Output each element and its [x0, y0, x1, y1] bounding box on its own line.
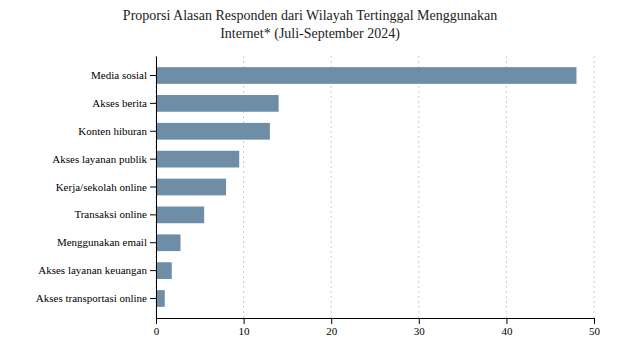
x-tick-label: 10	[239, 325, 251, 337]
x-tick: 10	[239, 318, 251, 337]
bar	[156, 262, 172, 279]
bar	[156, 95, 279, 112]
y-tick: Kerja/sekolah online	[56, 181, 156, 193]
y-tick-mark	[150, 75, 156, 76]
plot-area: 01020304050Akses transportasi onlineAkse…	[36, 56, 601, 337]
y-tick-mark	[150, 214, 156, 215]
y-tick: Transaksi online	[74, 208, 156, 220]
bar	[156, 207, 204, 224]
x-tick-label: 0	[154, 325, 160, 337]
x-tick-mark	[331, 318, 332, 324]
bar	[156, 290, 165, 307]
x-tick-mark	[506, 318, 507, 324]
y-tick: Konten hiburan	[78, 125, 156, 137]
x-tick: 50	[589, 318, 601, 337]
y-tick-label: Akses layanan keuangan	[38, 264, 147, 276]
grid-line	[506, 56, 507, 318]
x-tick-mark	[156, 318, 157, 324]
y-tick-label: Kerja/sekolah online	[56, 181, 147, 193]
bar	[156, 151, 239, 168]
x-tick-label: 30	[414, 325, 426, 337]
title: Proporsi Alasan Responden dari Wilayah T…	[123, 8, 497, 42]
x-tick-mark	[594, 318, 595, 324]
y-tick-label: Menggunakan email	[57, 236, 147, 248]
title-line: Proporsi Alasan Responden dari Wilayah T…	[123, 8, 497, 23]
title-line: Internet* (Juli-September 2024)	[220, 26, 400, 42]
bar	[156, 234, 181, 251]
chart-container: Proporsi Alasan Responden dari Wilayah T…	[0, 0, 620, 348]
y-tick-label: Transaksi online	[74, 208, 147, 220]
y-tick-mark	[150, 242, 156, 243]
x-tick: 40	[501, 318, 513, 337]
x-tick: 20	[326, 318, 338, 337]
bar	[156, 123, 270, 140]
y-tick-label: Konten hiburan	[78, 125, 147, 137]
y-tick: Menggunakan email	[57, 236, 156, 248]
x-tick: 30	[414, 318, 426, 337]
grid-line	[418, 56, 419, 318]
x-tick-mark	[419, 318, 420, 324]
y-tick-mark	[150, 159, 156, 160]
y-tick-mark	[150, 187, 156, 188]
y-tick: Akses transportasi online	[36, 292, 156, 304]
x-tick-label: 20	[326, 325, 338, 337]
x-axis: 0 10 20 30 40 50	[154, 318, 601, 337]
y-tick-label: Akses layanan publik	[52, 153, 147, 165]
grid-line	[594, 56, 595, 318]
y-tick: Media sosial	[91, 69, 156, 81]
y-tick-mark	[150, 298, 156, 299]
y-tick-label: Akses berita	[92, 97, 147, 109]
x-tick-label: 40	[501, 325, 513, 337]
chart-svg: Proporsi Alasan Responden dari Wilayah T…	[0, 0, 620, 348]
bar	[156, 67, 576, 84]
y-tick-label: Akses transportasi online	[36, 292, 147, 304]
x-tick: 0	[154, 318, 160, 337]
bar	[156, 179, 226, 196]
y-axis-line	[156, 57, 157, 319]
y-tick: Akses layanan publik	[52, 153, 156, 165]
y-tick: Akses layanan keuangan	[38, 264, 156, 276]
y-axis: Akses transportasi online Akses layanan k…	[36, 57, 157, 319]
grid-line	[331, 56, 332, 318]
y-tick-mark	[150, 103, 156, 104]
y-tick-mark	[150, 270, 156, 271]
y-tick-label: Media sosial	[91, 69, 147, 81]
grid	[156, 56, 594, 318]
y-tick-mark	[150, 131, 156, 132]
bars	[156, 67, 576, 307]
y-tick: Akses berita	[92, 97, 156, 109]
x-tick-label: 50	[589, 325, 601, 337]
x-tick-mark	[244, 318, 245, 324]
x-axis-line	[157, 319, 595, 325]
